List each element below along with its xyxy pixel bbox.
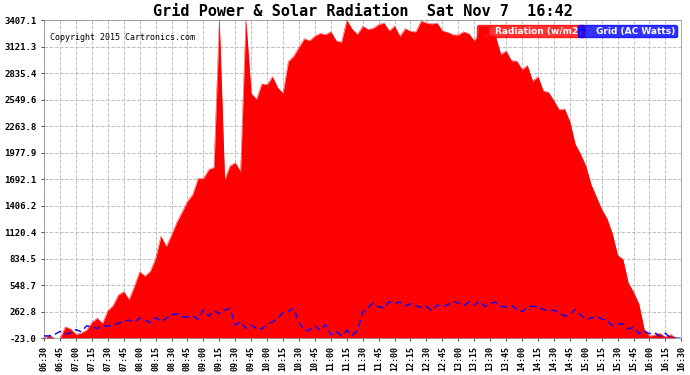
Text: Copyright 2015 Cartronics.com: Copyright 2015 Cartronics.com [50, 33, 195, 42]
Title: Grid Power & Solar Radiation  Sat Nov 7  16:42: Grid Power & Solar Radiation Sat Nov 7 1… [152, 4, 573, 19]
Legend: Grid (AC Watts): Grid (AC Watts) [578, 25, 677, 38]
